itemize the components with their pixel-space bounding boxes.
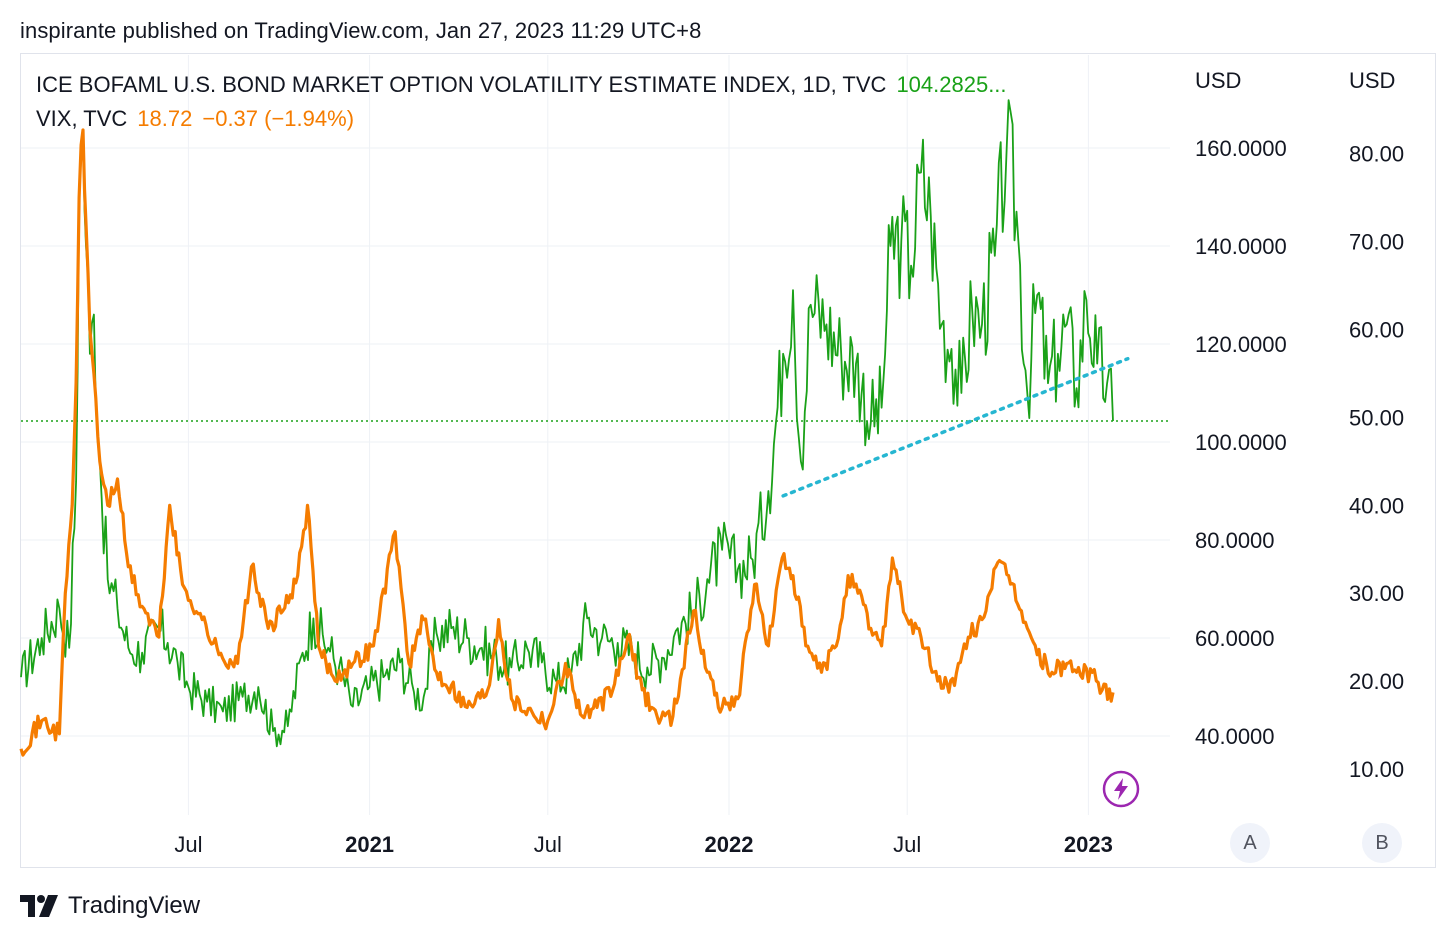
brand-footer[interactable]: TradingView	[20, 890, 200, 922]
brand-name: TradingView	[68, 892, 201, 919]
axis-a-tick-label: 100.0000	[1195, 430, 1287, 455]
tradingview-logo-icon	[20, 895, 58, 917]
trendline	[781, 356, 1130, 498]
legend-series-move[interactable]: ICE BOFAML U.S. BOND MARKET OPTION VOLAT…	[36, 72, 1007, 98]
x-tick-label: Jul	[534, 832, 562, 857]
axis-b-tick-label: 50.00	[1349, 405, 1404, 430]
axis-a-currency: USD	[1195, 68, 1242, 93]
axis-b-tick-label: 40.00	[1349, 493, 1404, 518]
legend-vix-change: −0.37 (−1.94%)	[202, 106, 355, 131]
axis-a-tick-label: 140.0000	[1195, 234, 1287, 259]
axis-b-labels: 80.00 70.00 60.00 50.00 40.00 30.00 20.00 10.00	[1349, 142, 1404, 782]
grid	[21, 55, 1170, 815]
published-caption: inspirante published on TradingView.com,…	[20, 18, 702, 43]
legend-move-value: 104.2825...	[896, 72, 1007, 97]
legend-move-title: ICE BOFAML U.S. BOND MARKET OPTION VOLAT…	[36, 72, 887, 97]
lightning-bolt-icon[interactable]	[1102, 770, 1140, 808]
axis-b-tick-label: 20.00	[1349, 669, 1404, 694]
axis-a-tick-label: 160.0000	[1195, 136, 1287, 161]
series-line-vix	[19, 128, 1115, 757]
scale-a-button[interactable]: A	[1230, 823, 1270, 863]
legend-series-vix[interactable]: VIX, TVC 18.72 −0.37 (−1.94%)	[36, 106, 354, 132]
legend-vix-title: VIX, TVC	[36, 106, 128, 131]
axis-b-tick-label: 30.00	[1349, 581, 1404, 606]
series-layer	[19, 99, 1170, 757]
x-axis-labels: Jul 2021 Jul 2022 Jul 2023	[174, 832, 1113, 857]
axis-b-tick-label: 10.00	[1349, 757, 1404, 782]
axis-b-tick-label: 60.00	[1349, 318, 1404, 343]
chart-frame[interactable]	[20, 53, 1436, 868]
x-tick-label: 2021	[345, 832, 394, 857]
x-tick-label: Jul	[893, 832, 921, 857]
series-line-move	[20, 99, 1114, 748]
legend-vix-value: 18.72	[137, 106, 193, 131]
x-tick-label: 2023	[1064, 832, 1113, 857]
scale-b-button[interactable]: B	[1362, 823, 1402, 863]
axis-b-tick-label: 70.00	[1349, 230, 1404, 255]
x-tick-label: Jul	[174, 832, 202, 857]
axis-b-tick-label: 80.00	[1349, 142, 1404, 167]
x-tick-label: 2022	[705, 832, 754, 857]
axis-a-tick-label: 80.0000	[1195, 528, 1275, 553]
axis-a-tick-label: 120.0000	[1195, 332, 1287, 357]
axis-a-tick-label: 40.0000	[1195, 724, 1275, 749]
axis-b-currency: USD	[1349, 68, 1396, 93]
axis-a-tick-label: 60.0000	[1195, 626, 1275, 651]
axis-a-labels: 160.0000 140.0000 120.0000 100.0000 80.0000 6…	[1195, 136, 1287, 749]
